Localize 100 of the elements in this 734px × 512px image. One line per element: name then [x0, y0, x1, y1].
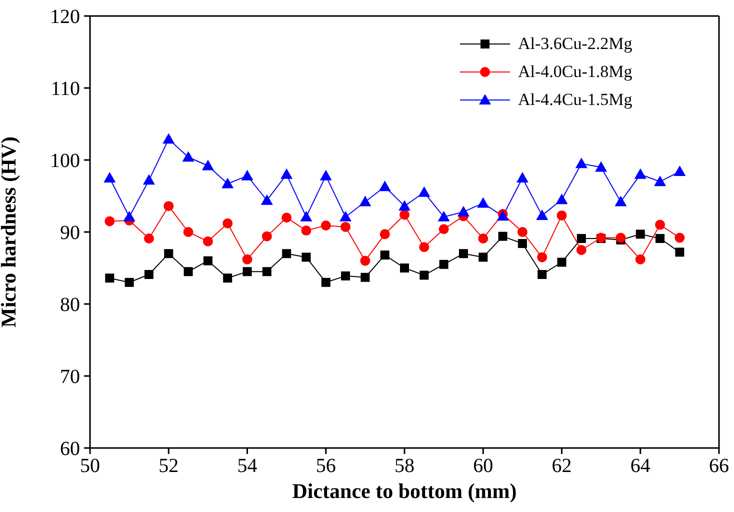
point	[359, 196, 372, 206]
y-axis-title: Micro hardness (HV)	[0, 136, 20, 328]
point	[635, 254, 646, 264]
point	[419, 242, 430, 252]
x-tick-label: 56	[316, 455, 336, 478]
point	[420, 270, 429, 280]
point	[360, 272, 370, 282]
point	[164, 249, 174, 258]
x-tick-label: 52	[158, 455, 179, 478]
point	[301, 226, 312, 236]
point	[656, 234, 665, 243]
point	[260, 194, 273, 205]
point	[280, 168, 293, 179]
point	[144, 270, 154, 279]
point	[458, 249, 468, 258]
point	[557, 258, 566, 267]
y-tick-label: 70	[60, 366, 80, 388]
y-tick-label: 100	[50, 150, 80, 172]
point	[242, 267, 252, 276]
point	[595, 161, 608, 172]
point	[320, 220, 331, 231]
y-tick-label: 90	[60, 222, 80, 244]
point	[516, 172, 528, 182]
point	[518, 239, 527, 248]
point	[124, 278, 134, 287]
point	[340, 210, 352, 222]
point	[222, 218, 233, 228]
point	[241, 170, 254, 180]
point	[478, 233, 488, 244]
point	[182, 151, 194, 162]
legend-label: Al-3.6Cu-2.2Mg	[518, 34, 632, 54]
y-tick-label: 60	[60, 438, 80, 460]
x-tick-label: 64	[630, 455, 650, 478]
point	[536, 209, 548, 220]
x-tick-label: 62	[552, 455, 572, 478]
point	[320, 170, 332, 180]
point	[340, 222, 351, 232]
point	[202, 236, 213, 246]
point	[184, 267, 193, 276]
point	[162, 133, 175, 144]
point	[537, 252, 548, 262]
point	[300, 210, 312, 222]
point	[341, 271, 350, 280]
legend-label: Al-4.0Cu-1.8Mg	[518, 62, 632, 82]
point	[104, 216, 115, 226]
point	[282, 249, 292, 258]
point	[457, 206, 470, 216]
point	[380, 229, 390, 240]
point	[439, 260, 448, 269]
x-tick-label: 50	[80, 455, 100, 478]
point	[575, 158, 588, 168]
point	[400, 210, 410, 220]
point	[400, 264, 409, 272]
x-tick-label: 66	[709, 455, 729, 478]
y-tick-label: 80	[60, 294, 80, 316]
point	[654, 176, 666, 186]
point	[398, 200, 410, 211]
x-tick-label: 58	[394, 455, 414, 478]
point	[576, 234, 586, 243]
point	[517, 227, 528, 237]
point	[655, 220, 666, 230]
point	[164, 201, 174, 212]
point	[674, 166, 686, 176]
point	[105, 274, 114, 283]
point	[378, 180, 391, 192]
point	[634, 168, 646, 179]
point	[478, 252, 488, 262]
point	[477, 197, 490, 208]
point	[223, 274, 232, 283]
point	[360, 256, 370, 266]
point	[321, 278, 330, 287]
x-tick-label: 60	[473, 455, 494, 478]
point	[282, 212, 292, 223]
x-axis-title: Dictance to bottom (mm)	[292, 479, 517, 503]
y-tick-label: 120	[50, 6, 80, 28]
legend-label: Al-4.4Cu-1.5Mg	[518, 90, 632, 110]
point	[498, 232, 508, 241]
point	[144, 233, 154, 244]
point	[675, 248, 684, 257]
point	[674, 232, 685, 243]
point	[380, 250, 390, 260]
x-tick-label: 54	[237, 455, 258, 478]
point	[202, 160, 214, 170]
point	[262, 267, 272, 276]
point	[614, 196, 627, 206]
point	[418, 186, 430, 197]
point	[104, 172, 116, 182]
y-tick-label: 110	[50, 78, 80, 100]
point	[538, 270, 547, 279]
point	[556, 194, 568, 204]
point	[203, 256, 212, 266]
point	[302, 252, 311, 262]
point	[616, 232, 626, 243]
point	[576, 245, 586, 255]
point	[123, 210, 136, 222]
point	[262, 231, 272, 242]
point	[556, 210, 567, 220]
point	[183, 227, 194, 237]
point	[438, 224, 449, 234]
point	[222, 178, 234, 188]
